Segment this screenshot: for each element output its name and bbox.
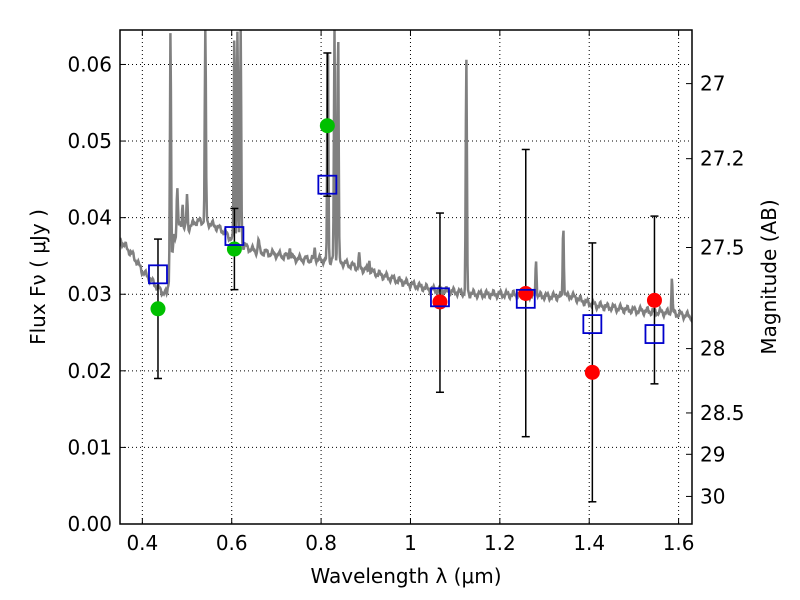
y-tick-label: 0.06: [67, 52, 112, 76]
y-tick-label: 0.04: [67, 206, 112, 230]
data-markers: [148, 118, 665, 380]
axis-ticks: 0.4 0.6 0.8 1 1.2 1.4 1.6 0.00 0.01 0.02 0.03 0.04 0…: [67, 30, 745, 555]
y-tick-label: 0.03: [67, 282, 112, 306]
filled-circle-point: [226, 241, 242, 257]
open-square-point: [515, 288, 536, 309]
y-tick-label: 0.02: [67, 359, 112, 383]
open-square-point: [148, 264, 168, 285]
filled-circle-point: [646, 292, 662, 308]
x-tick-label: 0.6: [216, 531, 248, 555]
right-tick-label: 27: [700, 72, 725, 96]
right-tick-label: 28.5: [700, 401, 745, 425]
y-tick-label: 0.00: [67, 512, 112, 536]
filled-circle-point: [518, 285, 534, 301]
x-tick-label: 1.4: [573, 531, 605, 555]
open-square-point: [430, 287, 450, 308]
open-square-point: [644, 324, 665, 344]
right-tick-label: 30: [700, 484, 725, 508]
right-tick-label: 28: [700, 337, 725, 361]
x-tick-label: 1.2: [484, 531, 516, 555]
filled-circle-point: [584, 364, 600, 380]
plot-frame: [119, 29, 693, 525]
x-tick-label: 0.4: [126, 531, 158, 555]
y-axis-label: Flux Fν ( μJy ): [26, 209, 50, 345]
y-tick-label: 0.01: [67, 435, 112, 459]
filled-circle-point: [319, 118, 335, 134]
y-tick-label: 0.05: [67, 129, 112, 153]
right-y-axis-label: Magnitude (AB): [757, 199, 781, 354]
spectrum-line: [120, 30, 692, 324]
x-axis-label: Wavelength λ (μm): [310, 564, 501, 588]
right-tick-label: 27.5: [700, 236, 745, 260]
x-tick-label: 1.6: [663, 531, 695, 555]
right-tick-label: 27.2: [700, 147, 745, 171]
filled-circle-point: [150, 301, 166, 317]
x-tick-label: 1: [404, 531, 417, 555]
open-square-point: [582, 314, 603, 335]
open-square-point: [224, 226, 245, 246]
model-spectrum: [120, 30, 692, 324]
open-square-point: [317, 174, 338, 195]
x-tick-label: 0.8: [305, 531, 337, 555]
right-tick-label: 29: [700, 442, 725, 466]
